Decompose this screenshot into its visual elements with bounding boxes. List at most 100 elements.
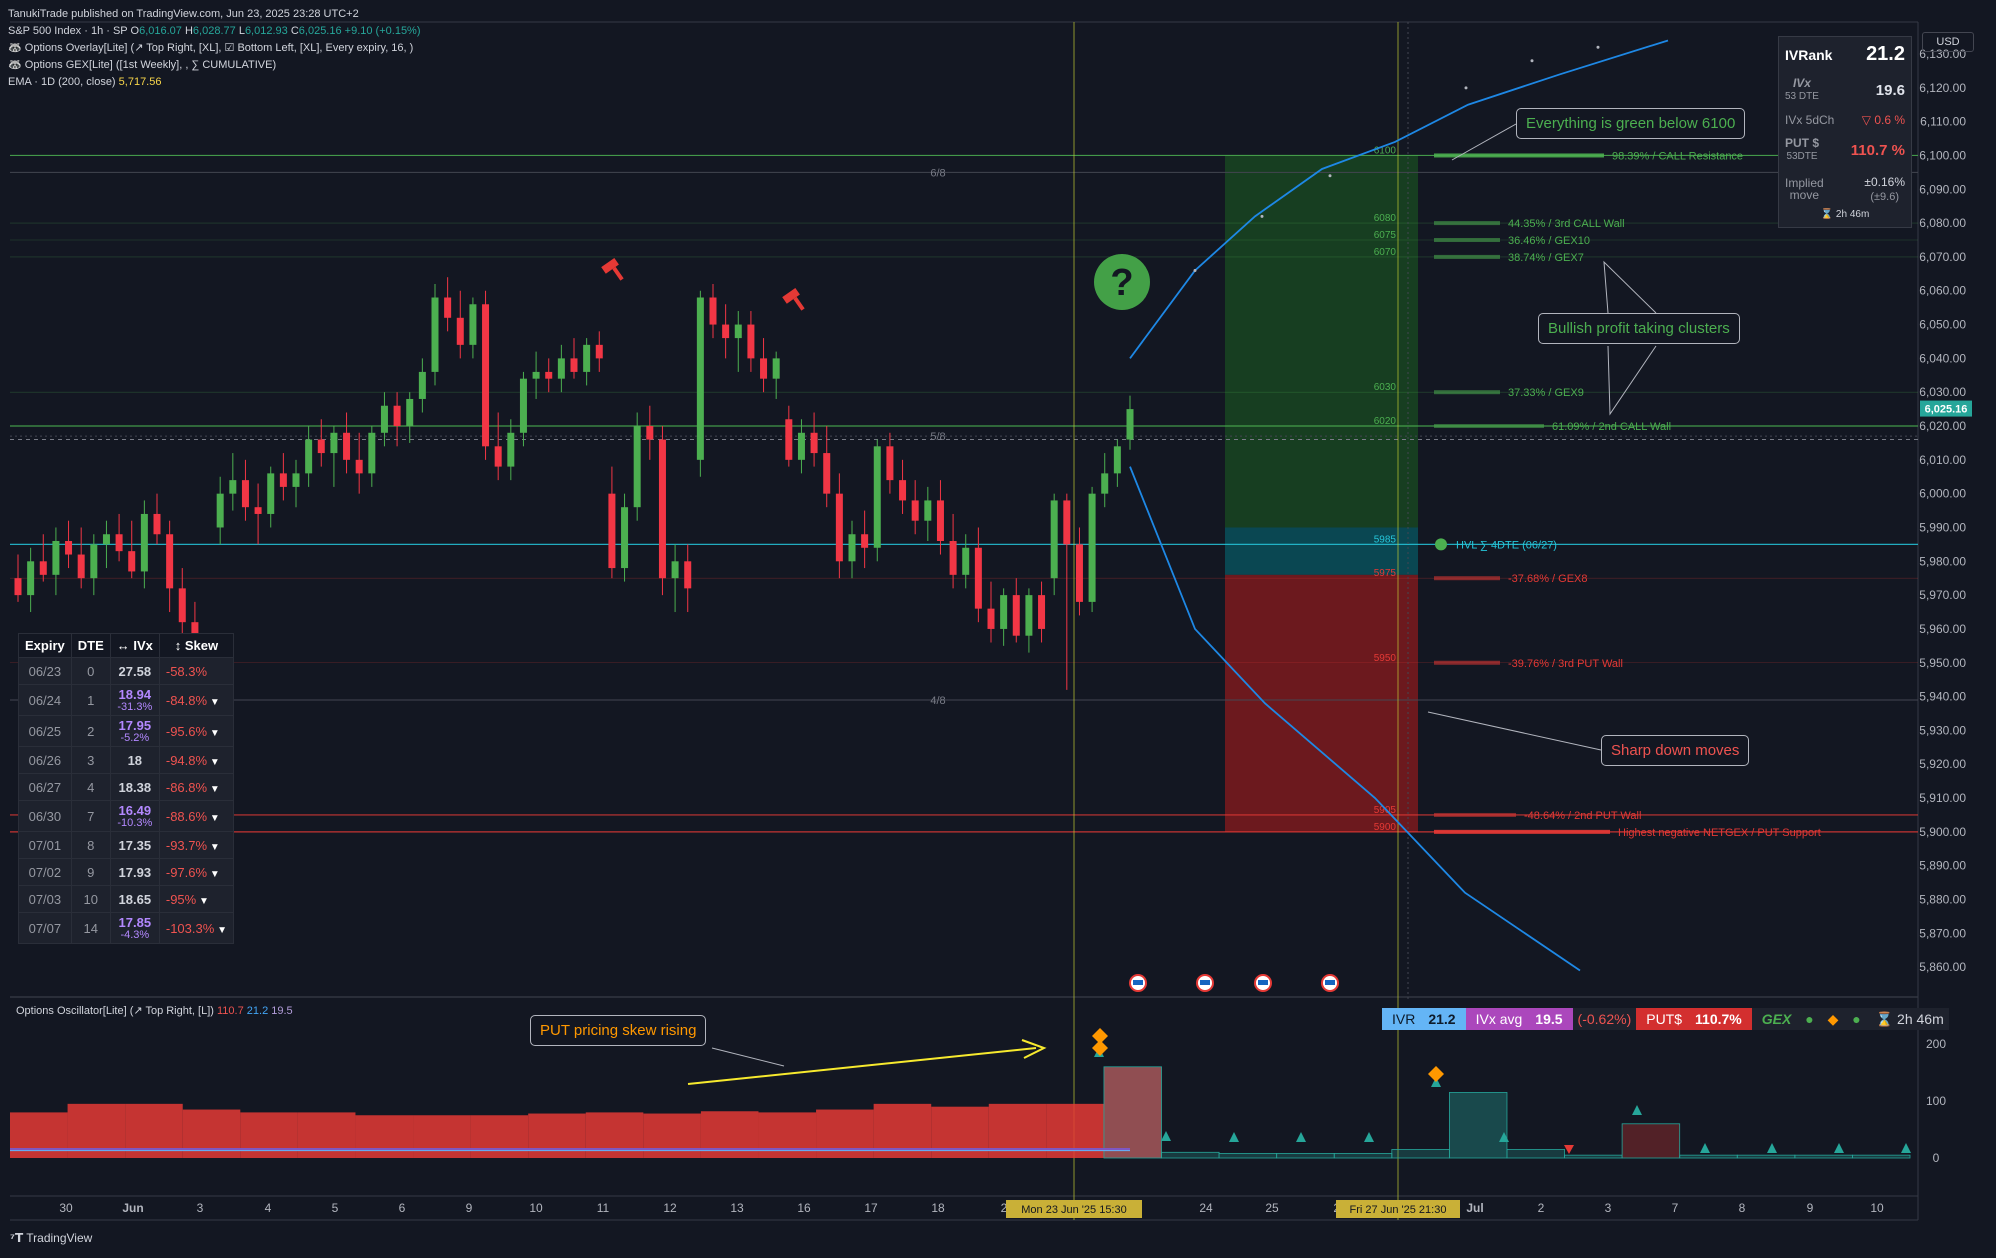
candle-body[interactable]: [153, 513, 161, 535]
candle-body[interactable]: [709, 297, 717, 325]
candle-body[interactable]: [292, 473, 300, 487]
candle-body[interactable]: [924, 500, 932, 521]
osc-bar[interactable]: [1448, 1092, 1508, 1159]
osc-bar[interactable]: [1794, 1154, 1853, 1159]
candle-body[interactable]: [797, 432, 805, 460]
candle-body[interactable]: [595, 344, 603, 359]
candle-body[interactable]: [886, 446, 894, 481]
candle-body[interactable]: [570, 358, 578, 372]
candle-body[interactable]: [532, 371, 540, 379]
candle-body[interactable]: [519, 378, 527, 433]
osc-bar[interactable]: [1103, 1066, 1162, 1159]
candle-body[interactable]: [343, 432, 351, 460]
candle-body[interactable]: [431, 297, 439, 372]
candle-body[interactable]: [772, 358, 780, 379]
candle-body[interactable]: [317, 439, 325, 454]
candle-body[interactable]: [987, 608, 995, 629]
osc-bar[interactable]: [240, 1112, 298, 1158]
tradingview-logo[interactable]: ⁷𝗧 TradingView: [10, 1231, 92, 1245]
candle-body[interactable]: [734, 324, 742, 339]
callout-bullish-clusters[interactable]: Bullish profit taking clusters: [1538, 313, 1740, 344]
candle-body[interactable]: [482, 304, 490, 447]
callout-sharp-down[interactable]: Sharp down moves: [1601, 735, 1750, 766]
candle-body[interactable]: [393, 405, 401, 427]
osc-bar[interactable]: [1333, 1153, 1393, 1159]
osc-bar[interactable]: [1218, 1153, 1278, 1159]
candle-body[interactable]: [1012, 595, 1020, 636]
candle-body[interactable]: [418, 371, 426, 399]
candle-body[interactable]: [1050, 500, 1058, 579]
osc-bar[interactable]: [1852, 1154, 1911, 1159]
candle-body[interactable]: [65, 541, 73, 555]
candle-body[interactable]: [823, 453, 831, 494]
osc-bar[interactable]: [758, 1112, 817, 1158]
candle-body[interactable]: [785, 419, 793, 460]
candle-body[interactable]: [355, 459, 363, 474]
candle-body[interactable]: [254, 507, 262, 514]
candle-body[interactable]: [658, 439, 666, 579]
indicator-ema[interactable]: EMA · 1D (200, close) 5,717.56: [8, 74, 421, 91]
oscillator-header[interactable]: Options Oscillator[Lite] (↗ Top Right, […: [16, 1004, 293, 1017]
candle-body[interactable]: [646, 426, 654, 440]
candle-body[interactable]: [444, 297, 452, 318]
candle-body[interactable]: [557, 358, 565, 379]
candle-body[interactable]: [178, 588, 186, 623]
candle-body[interactable]: [267, 473, 275, 514]
candle-body[interactable]: [27, 561, 35, 596]
osc-bar[interactable]: [1391, 1149, 1450, 1159]
candle-body[interactable]: [760, 358, 768, 379]
callout-green-below[interactable]: Everything is green below 6100: [1516, 108, 1746, 139]
osc-bar[interactable]: [297, 1112, 356, 1158]
candle-body[interactable]: [974, 547, 982, 609]
candle-body[interactable]: [899, 480, 907, 501]
candle-body[interactable]: [90, 544, 98, 579]
candle-body[interactable]: [608, 493, 616, 569]
candle-body[interactable]: [140, 513, 148, 572]
osc-bar[interactable]: [1564, 1154, 1623, 1159]
candle-body[interactable]: [633, 426, 641, 508]
osc-bar[interactable]: [1679, 1154, 1738, 1159]
candle-body[interactable]: [873, 446, 881, 548]
indicator-overlay[interactable]: 🦝 Options Overlay[Lite] (↗ Top Right, [X…: [8, 40, 421, 57]
candle-body[interactable]: [52, 541, 60, 575]
candle-body[interactable]: [229, 480, 237, 494]
osc-bar[interactable]: [585, 1112, 644, 1158]
candle-body[interactable]: [1113, 446, 1121, 474]
candle-body[interactable]: [305, 439, 313, 474]
candle-body[interactable]: [469, 304, 477, 345]
candle-body[interactable]: [835, 493, 843, 562]
candle-body[interactable]: [128, 551, 136, 572]
candle-body[interactable]: [115, 534, 123, 552]
osc-bar[interactable]: [643, 1113, 701, 1158]
candle-body[interactable]: [216, 493, 224, 528]
osc-bar[interactable]: [528, 1113, 586, 1158]
candle-body[interactable]: [671, 561, 679, 579]
candle-body[interactable]: [583, 344, 591, 372]
osc-bar[interactable]: [413, 1115, 471, 1158]
candle-body[interactable]: [747, 324, 755, 359]
candle-body[interactable]: [507, 432, 515, 467]
candle-body[interactable]: [848, 534, 856, 562]
candle-body[interactable]: [456, 317, 464, 345]
osc-bar[interactable]: [470, 1115, 529, 1158]
osc-bar[interactable]: [10, 1112, 68, 1158]
candle-body[interactable]: [1126, 409, 1134, 440]
candle-body[interactable]: [810, 432, 818, 454]
candle-body[interactable]: [330, 432, 338, 454]
candle-body[interactable]: [1101, 473, 1109, 494]
candle-body[interactable]: [368, 432, 376, 474]
candle-body[interactable]: [1075, 544, 1083, 602]
currency-button[interactable]: USD: [1922, 32, 1974, 52]
candle-body[interactable]: [166, 534, 174, 589]
osc-bar[interactable]: [1621, 1123, 1681, 1159]
candle-body[interactable]: [77, 554, 85, 579]
candle-body[interactable]: [14, 578, 22, 596]
candle-body[interactable]: [861, 534, 869, 548]
osc-bar[interactable]: [1506, 1149, 1565, 1159]
osc-bar[interactable]: [1736, 1154, 1796, 1159]
candle-body[interactable]: [380, 405, 388, 433]
candle-body[interactable]: [1088, 493, 1096, 602]
candle-body[interactable]: [279, 473, 287, 487]
candle-body[interactable]: [241, 480, 249, 508]
